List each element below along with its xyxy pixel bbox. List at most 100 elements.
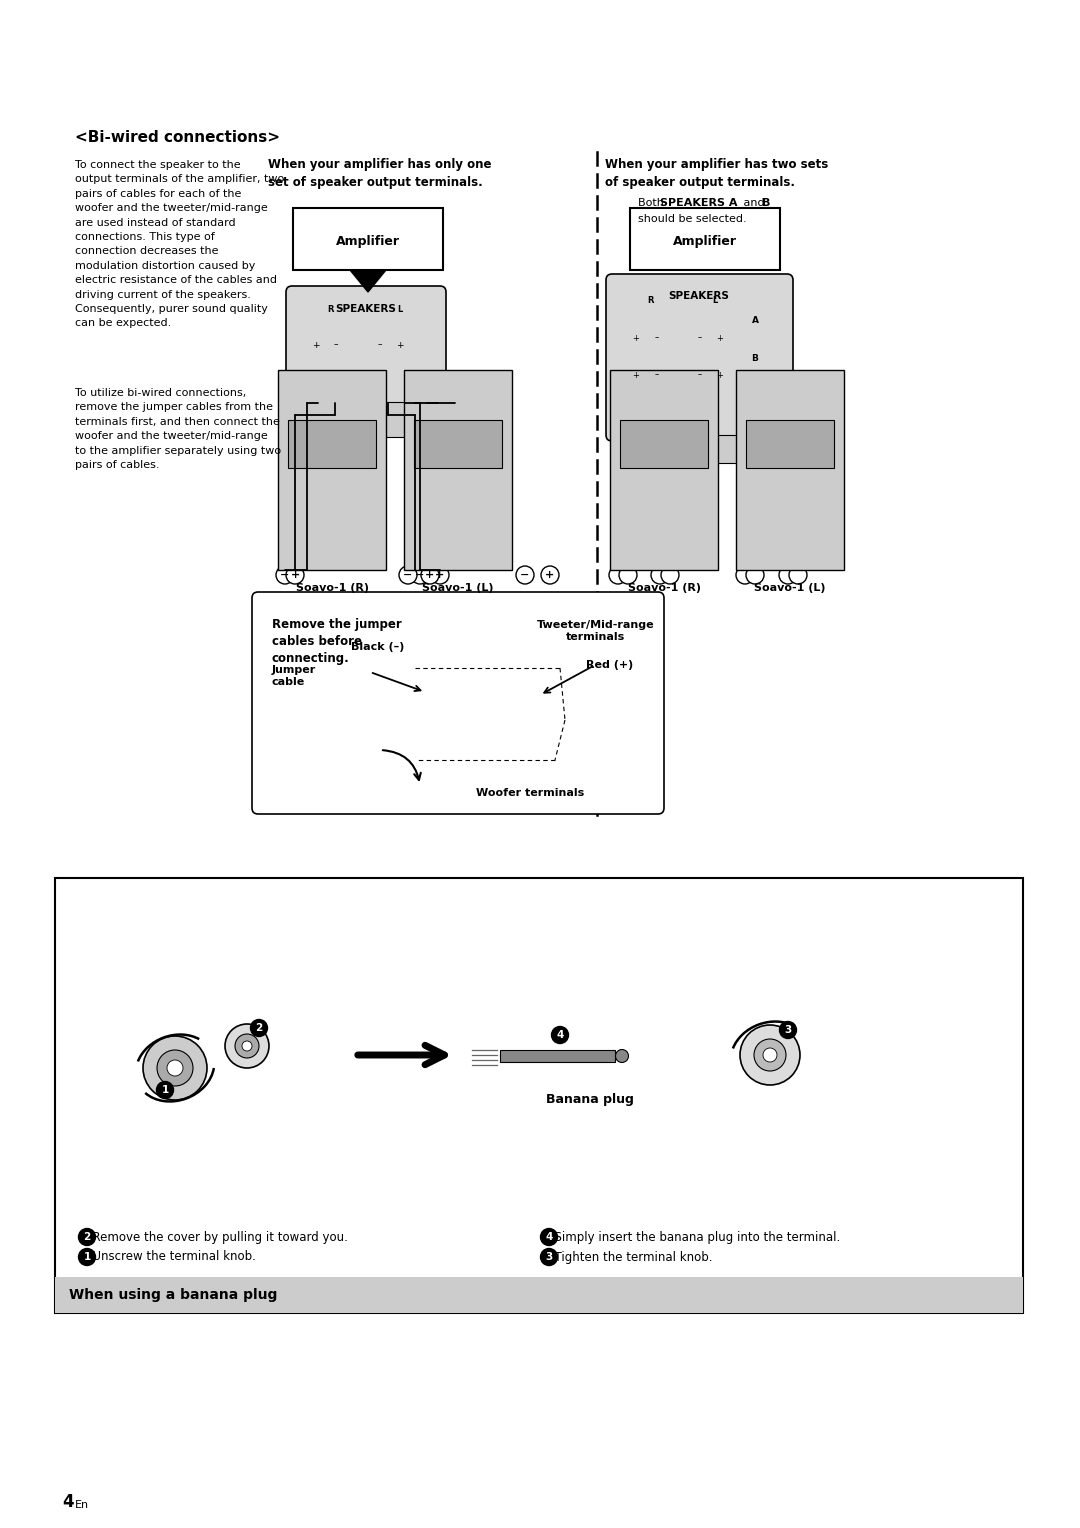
Text: To utilize bi-wired connections,
remove the jumper cables from the
terminals fir: To utilize bi-wired connections, remove … [75, 388, 281, 471]
Text: +: + [633, 370, 639, 379]
Circle shape [477, 442, 484, 448]
Circle shape [632, 316, 640, 324]
Text: Soavo-1 (R): Soavo-1 (R) [296, 584, 368, 593]
Text: –: – [698, 370, 702, 379]
Circle shape [627, 348, 645, 367]
Circle shape [540, 1229, 557, 1245]
Text: To connect the speaker to the
output terminals of the amplifier, two
pairs of ca: To connect the speaker to the output ter… [75, 160, 284, 329]
Text: L: L [713, 295, 717, 304]
Circle shape [789, 565, 807, 584]
Circle shape [332, 324, 340, 332]
Circle shape [625, 437, 639, 451]
Circle shape [460, 681, 476, 698]
Circle shape [609, 565, 627, 584]
Circle shape [235, 1034, 259, 1057]
Text: R: R [327, 304, 334, 313]
Circle shape [810, 442, 816, 448]
Text: 2: 2 [255, 1024, 262, 1033]
Circle shape [411, 565, 429, 584]
Circle shape [499, 686, 505, 694]
Circle shape [642, 437, 656, 451]
Circle shape [335, 442, 341, 448]
Bar [735, 370, 843, 570]
Bar [500, 1050, 615, 1062]
Circle shape [616, 1050, 629, 1062]
Circle shape [696, 316, 704, 324]
Circle shape [541, 565, 559, 584]
Text: +: + [396, 341, 404, 350]
Bar [620, 420, 708, 468]
Text: Amplifier: Amplifier [336, 234, 400, 248]
Circle shape [307, 319, 325, 338]
Text: 4: 4 [62, 1493, 73, 1511]
Circle shape [457, 437, 471, 451]
Text: +: + [716, 370, 724, 379]
Text: +: + [633, 333, 639, 342]
Circle shape [780, 1022, 797, 1039]
Text: When your amplifier has only one: When your amplifier has only one [268, 157, 491, 171]
Text: Both: Both [638, 199, 667, 208]
Text: SPEAKERS: SPEAKERS [669, 290, 729, 301]
Circle shape [251, 1019, 268, 1036]
Circle shape [653, 354, 661, 362]
Text: B: B [762, 199, 770, 208]
Circle shape [310, 437, 324, 451]
Circle shape [286, 565, 303, 584]
Circle shape [453, 675, 483, 704]
Circle shape [399, 565, 417, 584]
Bar [615, 435, 785, 463]
Circle shape [391, 319, 409, 338]
Circle shape [427, 688, 443, 703]
Circle shape [762, 1048, 777, 1062]
Circle shape [531, 692, 539, 698]
Text: −: − [416, 570, 424, 581]
Circle shape [314, 442, 320, 448]
Text: 3: 3 [784, 1025, 792, 1034]
Bar [55, 1277, 1023, 1313]
FancyBboxPatch shape [286, 286, 446, 408]
Bar [630, 208, 780, 270]
Circle shape [312, 324, 320, 332]
Bar [294, 402, 438, 437]
Circle shape [716, 354, 724, 362]
Text: Tweeter/Mid-range
terminals: Tweeter/Mid-range terminals [537, 620, 654, 642]
Circle shape [431, 565, 449, 584]
Text: Jumper
cable: Jumper cable [272, 665, 316, 686]
Text: Tighten the terminal knob.: Tighten the terminal knob. [546, 1250, 713, 1264]
Text: −: − [403, 570, 413, 581]
Text: of speaker output terminals.: of speaker output terminals. [605, 176, 795, 189]
Circle shape [711, 312, 729, 329]
Circle shape [79, 1248, 95, 1265]
Text: L: L [397, 304, 403, 313]
Text: +: + [291, 570, 299, 581]
Circle shape [648, 312, 666, 329]
Circle shape [519, 680, 550, 711]
Text: Woofer terminals: Woofer terminals [476, 788, 584, 798]
Circle shape [666, 442, 673, 448]
Circle shape [494, 681, 510, 698]
Circle shape [432, 692, 438, 698]
Circle shape [691, 312, 708, 329]
Text: –: – [654, 333, 659, 342]
Circle shape [461, 442, 468, 448]
Text: and: and [740, 199, 768, 208]
Circle shape [755, 442, 761, 448]
Text: Soavo-1 (R): Soavo-1 (R) [627, 584, 701, 593]
Circle shape [327, 319, 345, 338]
Circle shape [646, 442, 652, 448]
Circle shape [157, 1050, 193, 1086]
Circle shape [684, 442, 690, 448]
Text: –: – [378, 341, 382, 350]
Text: Banana plug: Banana plug [546, 1094, 634, 1106]
Circle shape [474, 437, 488, 451]
FancyBboxPatch shape [606, 274, 793, 442]
Text: –: – [654, 370, 659, 379]
Circle shape [619, 565, 637, 584]
Circle shape [527, 688, 543, 703]
Circle shape [436, 437, 450, 451]
Text: 2: 2 [83, 1232, 91, 1242]
Circle shape [79, 1229, 95, 1245]
Text: +: + [545, 570, 555, 581]
Circle shape [242, 1041, 252, 1051]
FancyBboxPatch shape [252, 591, 664, 814]
